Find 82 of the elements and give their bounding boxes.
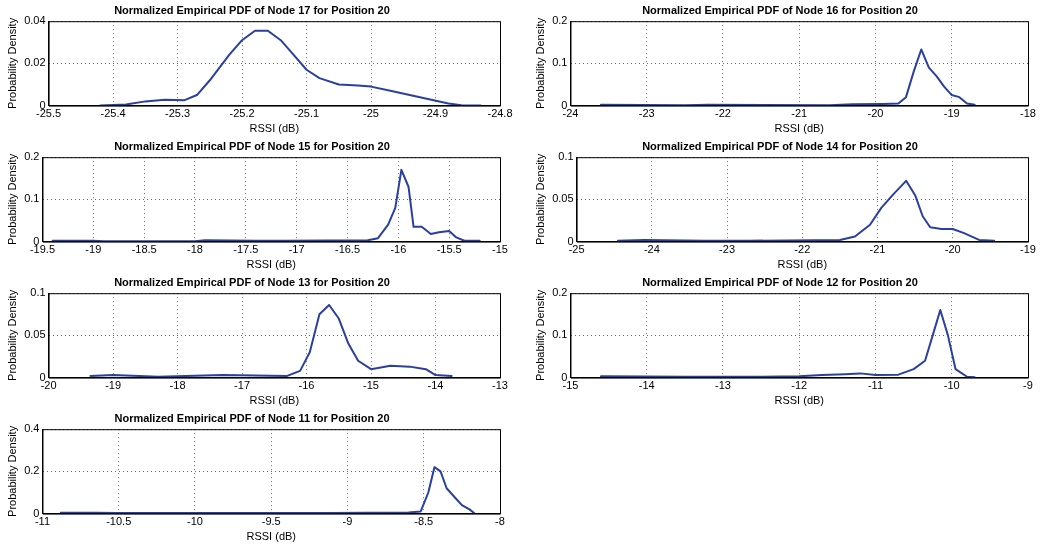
x-tick-label: -18.5 <box>131 243 157 256</box>
y-tick-label: 0.04 <box>24 14 46 27</box>
y-tick-label: 0.2 <box>552 286 568 299</box>
x-axis-title: RSSI (dB) <box>774 122 824 135</box>
y-tick-label: 0.1 <box>558 150 574 163</box>
y-tick-label: 0.05 <box>552 192 574 205</box>
x-axis-title: RSSI (dB) <box>246 258 296 271</box>
x-tick-label: -9 <box>1023 379 1033 392</box>
x-tick-label: -16 <box>298 379 315 392</box>
x-tick-label: -21 <box>791 107 808 120</box>
x-tick-label: -15 <box>492 243 508 256</box>
y-tick-label: 0.05 <box>24 328 46 341</box>
chart-title: Normalized Empirical PDF of Node 16 for Position 20 <box>642 3 918 16</box>
x-tick-label: -8.5 <box>414 515 434 528</box>
chart-title: Normalized Empirical PDF of Node 15 for Position 20 <box>114 139 390 152</box>
x-tick-label: -19 <box>1020 243 1036 256</box>
x-axis-title: RSSI (dB) <box>774 394 824 407</box>
x-tick-label: -13 <box>715 379 731 392</box>
x-tick-label: -24.9 <box>422 107 449 120</box>
x-tick-label: -25.3 <box>165 107 191 120</box>
x-tick-label: -24.8 <box>487 107 513 120</box>
y-tick-label: 0.4 <box>24 422 40 435</box>
x-tick-label: -18 <box>169 379 186 392</box>
y-tick-label: 0.2 <box>552 14 568 27</box>
chart-title: Normalized Empirical PDF of Node 11 for Position 20 <box>114 411 390 424</box>
x-tick-label: -14 <box>638 379 655 392</box>
x-tick-label: -15 <box>363 379 379 392</box>
x-tick-label: -22 <box>715 107 731 120</box>
x-tick-label: -15.5 <box>436 243 462 256</box>
x-tick-label: -14 <box>427 379 444 392</box>
x-tick-label: -17 <box>234 379 251 392</box>
x-tick-label: -10 <box>943 379 960 392</box>
y-axis-title: Probability Density <box>533 153 546 245</box>
x-tick-label: -25.2 <box>229 107 255 120</box>
x-tick-label: -19 <box>85 243 102 256</box>
y-tick-label: 0.1 <box>24 192 40 205</box>
x-axis-title: RSSI (dB) <box>249 122 300 135</box>
x-tick-label: -20 <box>867 107 884 120</box>
x-tick-label: -25.1 <box>294 107 320 120</box>
x-tick-label: -13 <box>492 379 508 392</box>
x-tick-label: -22 <box>794 243 811 256</box>
x-tick-label: -20 <box>944 243 961 256</box>
y-axis-title: Probability Density <box>533 17 546 109</box>
y-tick-label: 0.1 <box>552 56 568 69</box>
x-tick-label: -16.5 <box>334 243 361 256</box>
y-tick-label: 0.1 <box>552 328 568 341</box>
x-tick-label: -9.5 <box>261 515 281 528</box>
x-tick-label: -23 <box>719 243 736 256</box>
x-axis-title: RSSI (dB) <box>246 530 296 543</box>
y-tick-label: 0.2 <box>24 150 40 163</box>
y-tick-label: 0.02 <box>24 56 46 69</box>
chart-title: Normalized Empirical PDF of Node 17 for Position 20 <box>114 3 390 16</box>
chart-title: Normalized Empirical PDF of Node 12 for Position 20 <box>642 275 918 288</box>
y-axis-title: Probability Density <box>5 17 18 109</box>
x-tick-label: -19 <box>105 379 122 392</box>
x-tick-label: -24 <box>643 243 660 256</box>
y-tick-label: 0.2 <box>24 464 40 477</box>
y-axis-title: Probability Density <box>5 289 18 381</box>
x-tick-label: -25 <box>363 107 379 120</box>
x-tick-label: -18 <box>187 243 203 256</box>
x-tick-label: -23 <box>638 107 655 120</box>
x-tick-label: -17 <box>288 243 305 256</box>
x-tick-label: -12 <box>791 379 808 392</box>
chart-title: Normalized Empirical PDF of Node 14 for Position 20 <box>642 139 918 152</box>
x-tick-label: -18 <box>1020 107 1036 120</box>
chart-title: Normalized Empirical PDF of Node 13 for Position 20 <box>114 275 390 288</box>
x-tick-label: -9 <box>342 515 353 528</box>
x-tick-label: -11 <box>867 379 884 392</box>
x-tick-label: -21 <box>869 243 886 256</box>
x-axis-title: RSSI (dB) <box>249 394 300 407</box>
y-axis-title: Probability Density <box>5 425 18 517</box>
x-axis-title: RSSI (dB) <box>777 258 828 271</box>
x-tick-label: -25.4 <box>100 107 126 120</box>
x-tick-label: -8 <box>495 515 505 528</box>
y-axis-title: Probability Density <box>533 289 546 381</box>
x-tick-label: -10.5 <box>106 515 132 528</box>
y-tick-label: 0.1 <box>30 286 46 299</box>
x-tick-label: -17.5 <box>233 243 259 256</box>
x-tick-label: -16 <box>390 243 407 256</box>
x-tick-label: -10 <box>187 515 203 528</box>
x-tick-label: -19 <box>943 107 960 120</box>
y-axis-title: Probability Density <box>5 153 18 245</box>
